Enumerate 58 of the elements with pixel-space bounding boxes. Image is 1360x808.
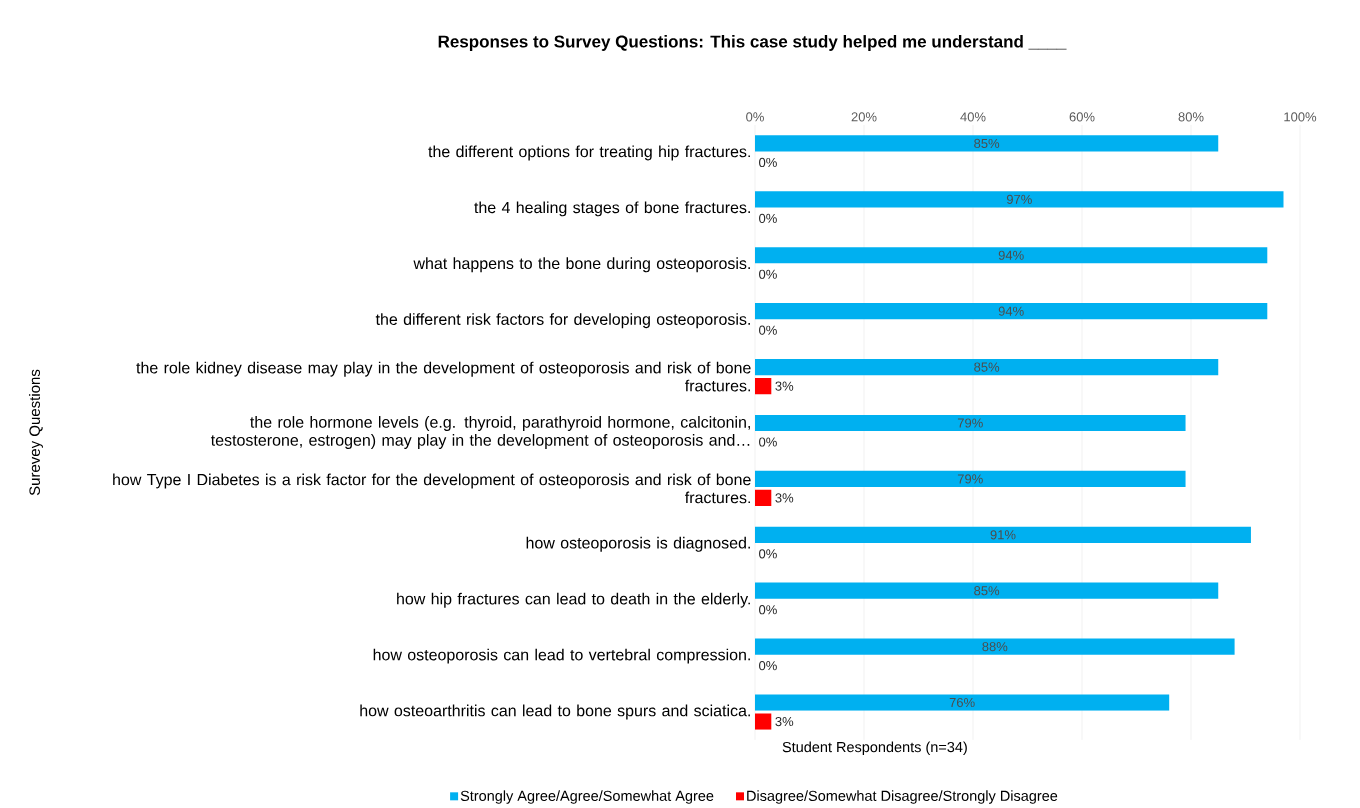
data-label: 3%	[775, 493, 794, 503]
data-label: 0%	[759, 269, 777, 279]
bar	[755, 489, 772, 507]
data-label: 0%	[759, 605, 777, 615]
data-label: 91%	[990, 530, 1016, 540]
y-tick-label: how osteoporosis is diagnosed.	[526, 536, 750, 552]
y-axis-title: Surevey Questions	[28, 369, 43, 496]
data-label: 94%	[998, 250, 1024, 260]
bar	[755, 470, 1186, 488]
bar	[755, 713, 772, 730]
y-tick-label: how Type I Diabetes is a risk factor for the development of osteoporosis and risk of bone fractures.	[113, 473, 751, 504]
data-label: 0%	[759, 437, 777, 447]
legend-label: Disagree/Somewhat Disagree/Strongly Disagree	[747, 790, 1058, 804]
bar	[755, 526, 1251, 543]
data-label: 3%	[775, 716, 794, 727]
y-tick-label: the different risk factors for developing osteoporosis.	[375, 313, 750, 329]
data-label: 97%	[1006, 194, 1032, 204]
data-label: 85%	[974, 362, 1000, 372]
bar	[755, 247, 1268, 264]
x-tick-label: 60%	[1069, 112, 1095, 122]
bar	[755, 358, 1219, 376]
legend-label: Strongly Agree/Agree/Somewhat Agree	[460, 790, 714, 804]
bar	[755, 414, 1186, 432]
data-label: 0%	[759, 157, 777, 168]
data-label: 85%	[974, 586, 1000, 596]
x-tick-label: 40%	[960, 112, 986, 122]
bar	[755, 191, 1284, 208]
y-tick-label: the role hormone levels (e.g. thyroid, parathyroid hormone, calcitonin, testosterone, estrogen) may play in the development of osteoporosis and…	[210, 416, 750, 449]
data-label: 79%	[957, 418, 983, 428]
data-label: 0%	[759, 325, 777, 335]
data-label: 94%	[998, 306, 1024, 316]
x-tick-label: 80%	[1178, 112, 1204, 122]
y-tick-label: the 4 healing stages of bone fractures.	[474, 201, 750, 217]
y-tick-label: what happens to the bone during osteoporosis.	[413, 257, 750, 273]
bar	[755, 638, 1235, 655]
data-label: 79%	[957, 474, 983, 484]
bar	[755, 135, 1219, 152]
y-tick-label: how osteoarthritis can lead to bone spurs and sciatica.	[360, 704, 750, 720]
chart-title: Responses to Survey Questions: This case study helped me understand ____	[438, 35, 1067, 51]
bar	[755, 694, 1170, 711]
data-label: 88%	[982, 642, 1008, 652]
bar	[755, 377, 772, 395]
x-tick-label: 100%	[1284, 112, 1317, 122]
bar	[755, 303, 1268, 320]
bar	[755, 582, 1219, 599]
y-tick-label: the different options for treating hip fractures.	[428, 145, 750, 161]
data-label: 76%	[949, 697, 975, 708]
x-tick-label: 0%	[746, 112, 764, 122]
x-axis-title: Student Respondents (n=34)	[782, 741, 967, 756]
data-label: 0%	[759, 213, 777, 223]
data-label: 0%	[759, 661, 777, 671]
y-tick-label: the role kidney disease may play in the development of osteoporosis and risk of bone fractures.	[136, 361, 751, 392]
x-tick-label: 20%	[851, 112, 877, 122]
data-label: 3%	[775, 381, 794, 391]
y-tick-label: how hip fractures can lead to death in the elderly.	[397, 592, 750, 608]
data-label: 85%	[974, 138, 1000, 149]
data-label: 0%	[759, 549, 777, 559]
y-tick-label: how osteoporosis can lead to vertebral compression.	[373, 648, 750, 664]
